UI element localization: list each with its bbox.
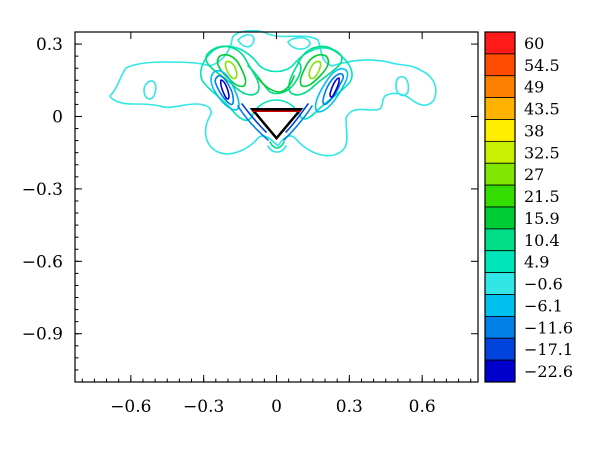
colorbar-swatch bbox=[484, 294, 516, 317]
contour-lgreen-left bbox=[216, 53, 247, 88]
colorbar-label: 54.5 bbox=[524, 56, 560, 75]
colorbar-label: 60 bbox=[524, 34, 544, 53]
contour-lblue-right bbox=[314, 67, 349, 113]
colorbar-label: 10.4 bbox=[524, 231, 560, 250]
contour-green-left bbox=[205, 45, 260, 96]
contour-yg-left bbox=[224, 60, 238, 80]
contour-loop bbox=[143, 80, 157, 100]
colorbar-swatch bbox=[484, 53, 516, 77]
contour-body-right bbox=[283, 105, 313, 141]
y-tick-label: −0.6 bbox=[22, 252, 63, 272]
y-tick-label: −0.3 bbox=[22, 180, 63, 200]
contour-body-left bbox=[237, 105, 269, 141]
colorbar-swatch bbox=[484, 228, 516, 252]
colorbar-swatch bbox=[484, 31, 516, 55]
contour-blue-left bbox=[214, 74, 235, 106]
colorbar-label: 43.5 bbox=[524, 100, 560, 119]
contour-loop bbox=[237, 33, 255, 48]
colorbar-label: 38 bbox=[524, 121, 544, 140]
colorbar-swatch bbox=[484, 359, 516, 383]
y-tick-label: 0.3 bbox=[36, 35, 63, 55]
triangular-body bbox=[249, 107, 304, 141]
colorbar: 60 54.5 49 43.5 38 32.5 27 21.5 15.9 10.4 4.9 −0.6 −… bbox=[484, 31, 573, 383]
contour-blue-right bbox=[322, 72, 345, 106]
contour-outer bbox=[109, 29, 437, 157]
colorbar-swatch bbox=[484, 184, 516, 208]
y-axis: 0.3 0 −0.3 −0.6 −0.9 bbox=[22, 31, 478, 371]
x-axis: −0.6 −0.3 0 0.3 0.6 bbox=[81, 32, 472, 417]
colorbar-swatch bbox=[484, 119, 516, 142]
colorbar-label: −0.6 bbox=[524, 275, 563, 294]
colorbar-swatch bbox=[484, 250, 516, 274]
contour-yg-right bbox=[308, 60, 322, 80]
colorbar-frame bbox=[484, 31, 516, 383]
colorbar-swatch bbox=[484, 337, 516, 361]
colorbar-label: 21.5 bbox=[524, 187, 560, 206]
contour-navy-left bbox=[219, 79, 230, 100]
contour-green-right bbox=[288, 45, 343, 96]
contour-body-tip bbox=[269, 141, 285, 149]
colorbar-swatch bbox=[484, 315, 516, 339]
colorbar-label: −22.6 bbox=[524, 362, 573, 381]
contour-lblue-left bbox=[210, 69, 240, 111]
colorbar-label: 49 bbox=[524, 78, 544, 97]
contour-navy-right bbox=[329, 77, 340, 98]
colorbar-label: −17.1 bbox=[524, 340, 573, 359]
y-tick-label: 0 bbox=[52, 107, 63, 127]
colorbar-label: −6.1 bbox=[524, 296, 563, 315]
contour-loop bbox=[395, 76, 410, 97]
colorbar-swatch bbox=[484, 162, 516, 186]
colorbar-label: 27 bbox=[524, 165, 544, 184]
contour-loop bbox=[287, 36, 311, 50]
colorbar-swatch bbox=[484, 97, 516, 120]
contour-lines bbox=[109, 29, 437, 157]
y-tick-label: −0.9 bbox=[22, 325, 63, 345]
colorbar-label: 4.9 bbox=[524, 253, 549, 272]
contour-lgreen-right bbox=[299, 53, 330, 88]
x-tick-label: 0.6 bbox=[409, 397, 436, 417]
x-tick-label: −0.3 bbox=[183, 397, 224, 417]
x-tick-label: −0.6 bbox=[110, 397, 151, 417]
contour-body-tip-outer bbox=[267, 145, 287, 153]
colorbar-label: 32.5 bbox=[524, 143, 560, 162]
colorbar-swatch bbox=[484, 140, 516, 164]
x-tick-label: 0.3 bbox=[336, 397, 363, 417]
contour-body-left-inner bbox=[241, 103, 267, 133]
colorbar-label: −11.6 bbox=[524, 318, 573, 337]
colorbar-swatch bbox=[484, 272, 516, 295]
plot-frame bbox=[74, 31, 479, 383]
colorbar-swatch bbox=[484, 75, 516, 99]
contour-lgreen-center bbox=[257, 75, 295, 93]
contour-body-right-inner bbox=[285, 103, 309, 133]
x-tick-label: 0 bbox=[271, 397, 282, 417]
colorbar-label: 15.9 bbox=[524, 209, 560, 228]
colorbar-swatch bbox=[484, 206, 516, 230]
